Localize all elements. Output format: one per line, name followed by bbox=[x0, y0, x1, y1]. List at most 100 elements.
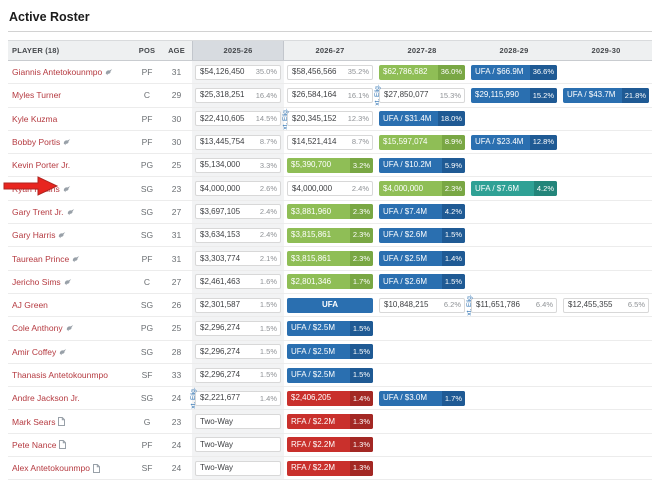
salary-cell: xt. Elig. $20,345,152 12.3% bbox=[282, 108, 376, 130]
salary-pill-blue: UFA / $31.4M 18.0% bbox=[379, 111, 465, 127]
col-header-2025-26[interactable]: 2025-26 bbox=[192, 41, 284, 60]
salary-pill-plain: $26,584,164 16.1% bbox=[287, 87, 373, 103]
table-row: AJ Green SG 26 $2,301,587 1.5% UFA $10,848,… bbox=[8, 293, 652, 318]
salary-cap-percent: 8.7% bbox=[351, 137, 369, 147]
salary-value: $15,597,074 bbox=[383, 137, 428, 147]
salary-value: UFA / $31.4M bbox=[383, 113, 432, 123]
player-icon-slot bbox=[59, 440, 67, 450]
col-header-2028-29[interactable]: 2028-29 bbox=[499, 46, 529, 55]
salary-pill-green: $5,390,700 3.2% bbox=[287, 157, 373, 173]
player-cell: Andre Jackson Jr. bbox=[8, 387, 133, 409]
salary-pill-plain: $4,000,000 2.6% bbox=[195, 181, 281, 197]
salary-pill-plain: $2,461,463 1.6% bbox=[195, 274, 281, 290]
table-row: Gary Harris SG 31 $3,634,153 2.4% $3,815,8… bbox=[8, 224, 652, 248]
col-header-2029-30[interactable]: 2029-30 bbox=[591, 46, 621, 55]
salary-cell: $3,634,153 2.4% bbox=[192, 224, 284, 247]
salary-value: UFA / $2.5M bbox=[291, 370, 336, 379]
salary-cell: UFA bbox=[284, 294, 376, 316]
salary-value: $4,000,000 bbox=[200, 183, 241, 193]
player-name-link[interactable]: AJ Green bbox=[12, 300, 48, 311]
salary-value: $62,786,682 bbox=[383, 67, 428, 77]
player-age: 30 bbox=[171, 137, 182, 148]
player-name-link[interactable]: Amir Coffey bbox=[12, 346, 57, 357]
salary-cell bbox=[468, 364, 560, 386]
salary-pill-red: RFA / $2.2M 1.3% bbox=[287, 414, 373, 430]
player-name-link[interactable]: Alex Antetokounmpo bbox=[12, 463, 90, 474]
salary-pill-blue: UFA / $43.7M 21.8% bbox=[563, 87, 649, 103]
salary-value: UFA / $2.5M bbox=[383, 253, 428, 263]
salary-pill-twoway: Two-Way bbox=[195, 460, 281, 476]
salary-cell: $58,456,566 35.2% bbox=[284, 61, 376, 83]
player-name-link[interactable]: Myles Turner bbox=[12, 90, 62, 101]
player-name-link[interactable]: Gary Trent Jr. bbox=[12, 206, 64, 217]
salary-pill-plain: $3,697,105 2.4% bbox=[195, 204, 281, 220]
bird-rights-icon bbox=[63, 185, 70, 192]
player-cell: Mark Sears bbox=[8, 410, 133, 432]
player-name-link[interactable]: Andre Jackson Jr. bbox=[12, 393, 80, 404]
player-name-link[interactable]: Bobby Portis bbox=[12, 137, 61, 148]
player-name-link[interactable]: Mark Sears bbox=[12, 416, 56, 427]
salary-value: $14,521,414 bbox=[292, 137, 337, 147]
player-name-link[interactable]: Taurean Prince bbox=[12, 253, 70, 264]
player-pos: SG bbox=[140, 393, 154, 404]
player-name-link[interactable]: Pete Nance bbox=[12, 439, 57, 450]
col-header-pos[interactable]: POS bbox=[138, 46, 156, 55]
salary-cap-percent: 2.4% bbox=[351, 183, 369, 193]
salary-cell: $2,406,205 1.4% bbox=[284, 387, 376, 409]
player-name-link[interactable]: Cole Anthony bbox=[12, 323, 63, 334]
salary-cell bbox=[560, 201, 652, 223]
table-row: Alex Antetokounmpo SF 24 Two-Way RFA / $2… bbox=[8, 457, 652, 481]
col-header-player[interactable]: PLAYER (18) bbox=[12, 46, 60, 55]
salary-cell: UFA / $2.5M 1.5% bbox=[284, 317, 376, 339]
salary-pill-plain: $22,410,605 14.5% bbox=[195, 111, 281, 127]
salary-cap-percent: 6.2% bbox=[443, 300, 461, 310]
salary-value: RFA / $2.2M bbox=[291, 439, 336, 449]
col-header-2026-27[interactable]: 2026-27 bbox=[315, 46, 345, 55]
salary-cell: Two-Way bbox=[192, 433, 284, 457]
salary-value: $2,461,463 bbox=[200, 276, 241, 286]
salary-cell bbox=[560, 317, 652, 339]
player-name-link[interactable]: Giannis Antetokounmpo bbox=[12, 67, 103, 78]
player-name-link[interactable]: Kyle Kuzma bbox=[12, 113, 58, 124]
table-row: Amir Coffey SG 28 $2,296,274 1.5% UFA / $2… bbox=[8, 340, 652, 364]
player-pos: PF bbox=[141, 67, 153, 78]
salary-pill-plain: $2,296,274 1.5% bbox=[195, 344, 281, 360]
salary-cap-percent: 8.7% bbox=[259, 137, 277, 147]
salary-pill-plain: $20,345,152 12.3% bbox=[287, 111, 373, 127]
salary-cap-percent: 15.3% bbox=[439, 90, 461, 100]
salary-value: UFA / $66.9M bbox=[475, 67, 524, 77]
player-cell: Gary Harris bbox=[8, 224, 133, 246]
col-header-2027-28[interactable]: 2027-28 bbox=[407, 46, 437, 55]
salary-pill-ufa: UFA bbox=[287, 297, 373, 313]
salary-cell bbox=[376, 410, 468, 432]
salary-cell bbox=[560, 177, 652, 199]
player-icon-slot bbox=[67, 208, 75, 216]
salary-cell bbox=[560, 108, 652, 130]
player-name-link[interactable]: Jericho Sims bbox=[12, 276, 61, 287]
col-header-age[interactable]: AGE bbox=[168, 46, 185, 55]
salary-value: $54,126,450 bbox=[200, 67, 245, 77]
salary-pill-plain: $3,303,774 2.1% bbox=[195, 251, 281, 267]
salary-value: RFA / $2.2M bbox=[291, 416, 336, 426]
player-name-link[interactable]: Thanasis Antetokounmpo bbox=[12, 370, 108, 380]
salary-pill-blue: UFA / $23.4M 12.8% bbox=[471, 134, 557, 150]
salary-value: UFA bbox=[322, 300, 338, 310]
player-age: 28 bbox=[171, 346, 182, 357]
two-way-contract-icon bbox=[59, 440, 67, 450]
salary-cap-percent: 2.6% bbox=[259, 183, 277, 193]
salary-cell bbox=[468, 457, 560, 479]
player-name-link[interactable]: Kevin Porter Jr. bbox=[12, 160, 71, 171]
salary-cell: xt. Elig. $2,221,677 1.4% bbox=[190, 387, 284, 410]
salary-cell bbox=[468, 434, 560, 456]
salary-pill-blue: UFA / $2.6M 1.5% bbox=[379, 227, 465, 243]
page-title: Active Roster bbox=[8, 8, 652, 32]
player-name-link[interactable]: Gary Harris bbox=[12, 230, 56, 241]
salary-cell: xt. Elig. $11,651,786 6.4% bbox=[466, 294, 560, 316]
player-icon-slot bbox=[92, 463, 100, 473]
player-pos: PG bbox=[140, 323, 154, 334]
salary-cap-percent: 16.1% bbox=[347, 90, 369, 100]
salary-cell: UFA / $2.6M 1.5% bbox=[376, 224, 468, 246]
salary-cap-percent: 4.2% bbox=[533, 181, 557, 197]
player-icon-slot bbox=[63, 138, 71, 146]
salary-cell: UFA / $10.2M 5.9% bbox=[376, 154, 468, 176]
